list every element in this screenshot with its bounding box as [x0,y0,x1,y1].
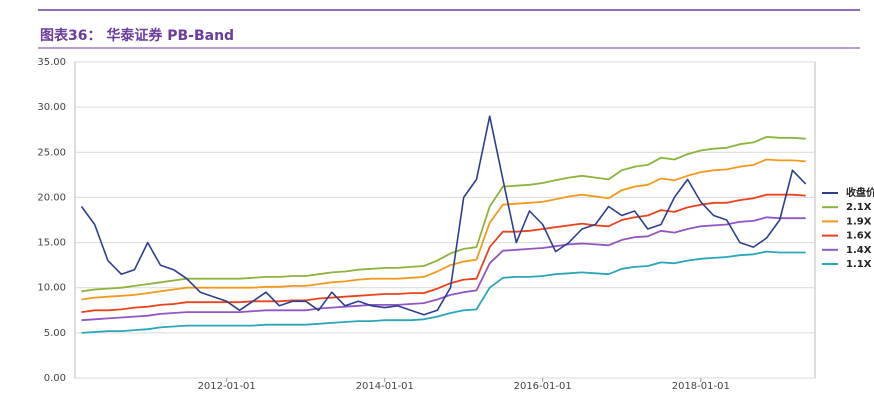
legend-label: 收盘价 [846,186,874,199]
y-tick-label: 0.00 [44,373,66,384]
x-tick-label: 2012-01-01 [198,381,256,392]
series-line [81,135,806,293]
y-tick-label: 20.00 [37,192,66,203]
y-tick-label: 10.00 [37,283,66,294]
y-tick-label: 35.00 [37,57,66,68]
series-line [80,115,807,316]
y-tick-label: 5.00 [44,328,66,339]
legend-label: 1.1X [846,259,872,270]
legend-label: 1.6X [846,231,872,242]
series-line [81,250,806,334]
series-line [81,158,806,301]
legend-label: 2.1X [846,202,872,213]
y-tick-label: 30.00 [37,102,66,113]
y-tick-label: 25.00 [37,147,66,158]
y-tick-label: 15.00 [37,238,66,249]
x-tick-label: 2014-01-01 [356,381,414,392]
x-tick-label: 2018-01-01 [672,381,730,392]
legend-label: 1.4X [846,245,872,256]
legend-label: 1.9X [846,216,872,227]
series-line [81,216,806,322]
chart-title: 图表36： 华泰证券 PB-Band [40,27,234,44]
x-tick-label: 2016-01-01 [514,381,572,392]
series-line [81,193,806,313]
